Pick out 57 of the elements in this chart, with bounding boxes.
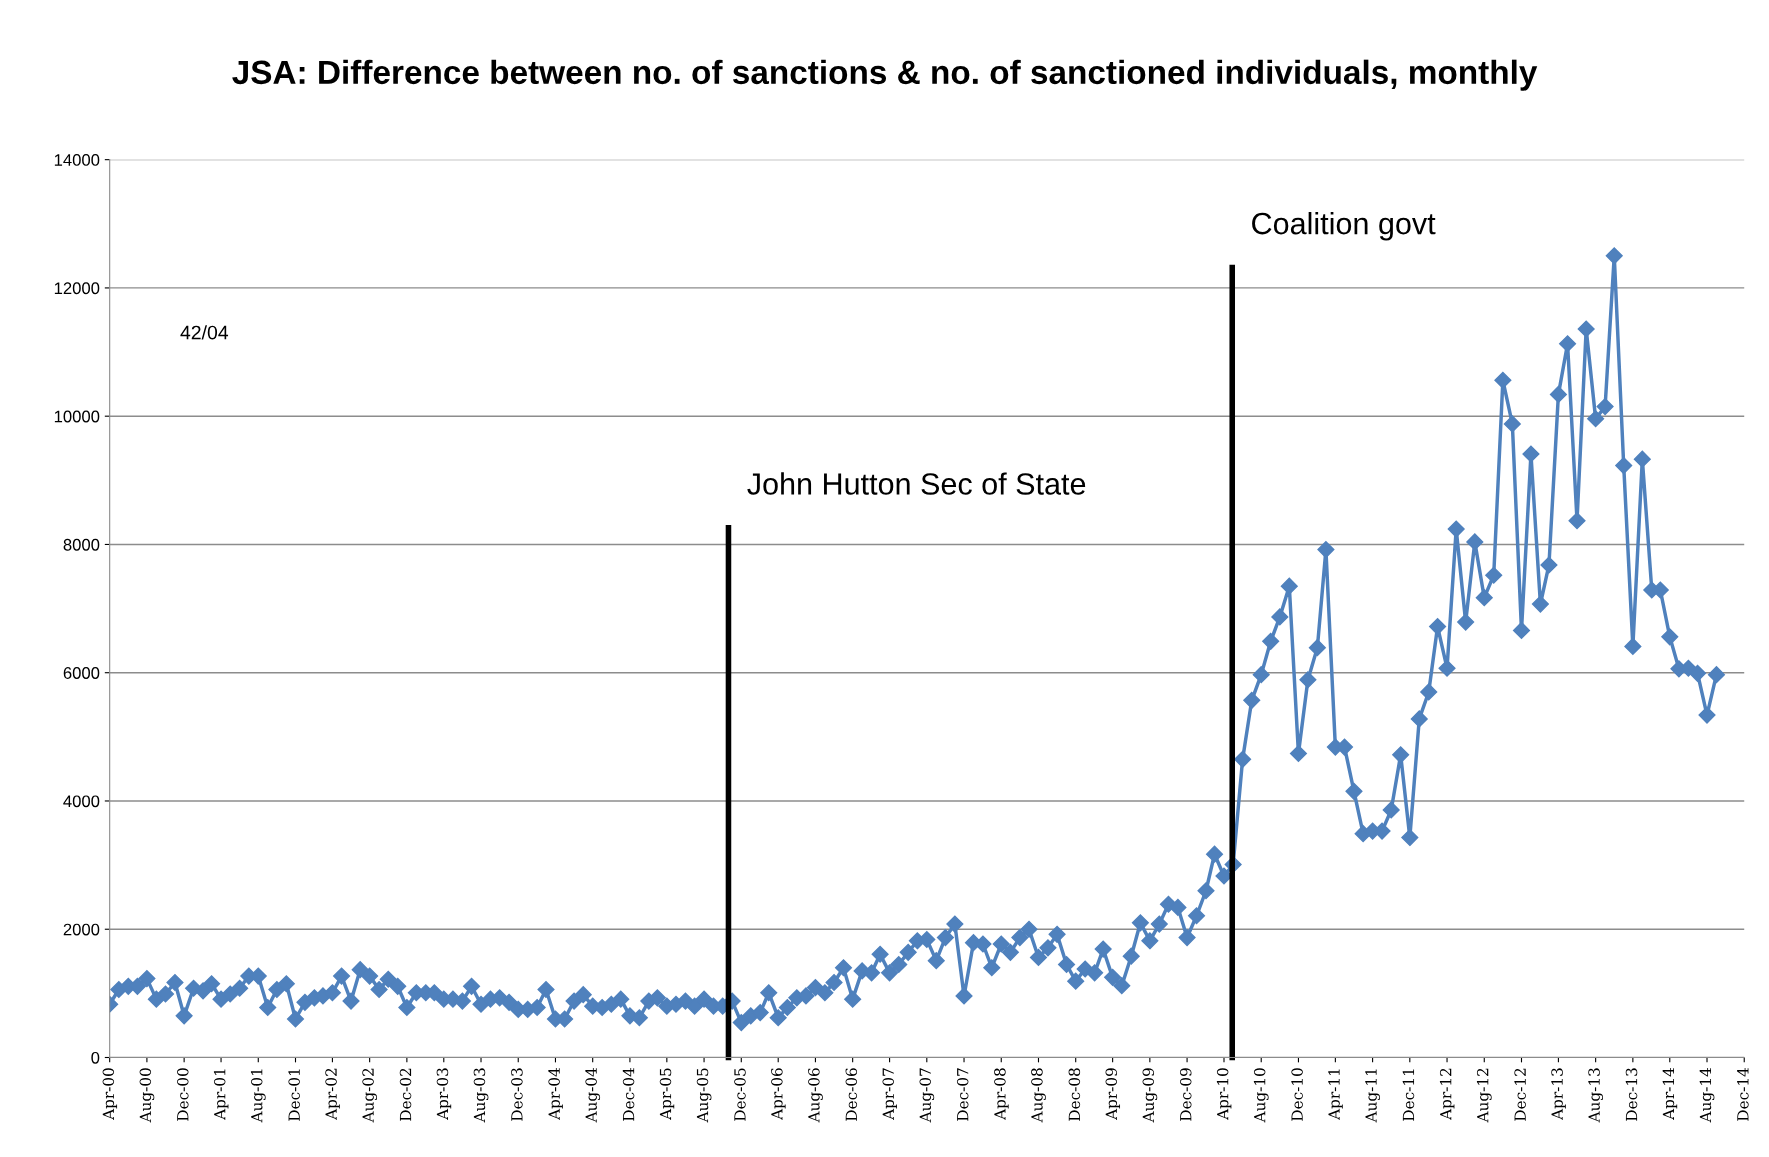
x-tick-label: Aug-04 <box>585 1067 601 1123</box>
y-tick-label: 12000 <box>54 282 100 295</box>
x-tick-label: Apr-06 <box>771 1068 786 1121</box>
x-tick-label: Aug-12 <box>1476 1068 1492 1123</box>
x-tick-label: Dec-07 <box>956 1068 969 1121</box>
x-tick-label: Apr-04 <box>548 1067 563 1121</box>
x-tick-label: Apr-01 <box>213 1069 229 1121</box>
x-tick-label: Apr-13 <box>1551 1068 1566 1121</box>
x-tick-label: Apr-02 <box>325 1068 340 1121</box>
x-tick-label: Dec-13 <box>1625 1068 1638 1121</box>
x-tick-label: Apr-09 <box>1105 1068 1121 1121</box>
x-tick-label: Aug-13 <box>1588 1068 1604 1123</box>
x-tick-label: Dec-01 <box>288 1069 300 1121</box>
x-tick-label: Dec-06 <box>845 1068 858 1121</box>
x-tick-label: Aug-06 <box>808 1068 823 1123</box>
x-tick-label: Aug-02 <box>362 1068 378 1123</box>
chart-title: JSA: Difference between no. of sanctions & no. of sanctioned individuals, monthly <box>232 59 1538 91</box>
x-tick-label: Apr-11 <box>1328 1069 1343 1121</box>
x-tick-label: Aug-03 <box>473 1068 489 1123</box>
ref-line-label: John Hutton Sec of State <box>747 472 1086 495</box>
y-tick-label: 4000 <box>63 795 100 808</box>
x-tick-label: Dec-00 <box>177 1068 189 1121</box>
x-tick-label: Aug-07 <box>919 1068 935 1123</box>
x-tick-label: Apr-12 <box>1439 1068 1455 1121</box>
x-tick-label: Aug-08 <box>1031 1068 1046 1123</box>
x-tick-label: Aug-01 <box>250 1069 266 1123</box>
y-tick-label: 0 <box>91 1051 100 1064</box>
y-tick-label: 2000 <box>63 923 100 936</box>
x-tick-label: Dec-12 <box>1514 1068 1526 1121</box>
x-tick-label: Apr-14 <box>1662 1067 1678 1121</box>
annotation: 42/04 <box>180 325 229 340</box>
x-tick-label: Apr-05 <box>659 1068 675 1121</box>
y-tick-label: 8000 <box>63 538 100 551</box>
y-tick-label: 14000 <box>54 154 100 166</box>
x-tick-label: Aug-09 <box>1142 1068 1158 1123</box>
x-tick-label: Aug-05 <box>696 1068 712 1123</box>
x-tick-label: Apr-07 <box>882 1068 897 1121</box>
x-tick-label: Dec-11 <box>1402 1069 1415 1121</box>
ref-line-label: Coalition govt <box>1252 211 1436 241</box>
x-tick-label: Apr-10 <box>1216 1068 1232 1121</box>
x-tick-label: Dec-08 <box>1068 1068 1081 1121</box>
x-tick-label: Apr-08 <box>994 1068 1009 1121</box>
x-tick-label: Aug-14 <box>1699 1067 1715 1123</box>
y-tick-label: 10000 <box>54 410 100 423</box>
x-tick-label: Dec-10 <box>1291 1068 1303 1121</box>
x-tick-label: Dec-05 <box>734 1068 746 1121</box>
y-tick-label: 6000 <box>63 667 100 679</box>
x-tick-label: Aug-10 <box>1253 1068 1269 1123</box>
x-tick-label: Aug-11 <box>1365 1069 1380 1123</box>
x-tick-label: Apr-03 <box>436 1068 452 1121</box>
x-tick-label: Dec-14 <box>1737 1067 1749 1121</box>
x-tick-label: Dec-04 <box>622 1067 635 1121</box>
x-tick-label: Dec-09 <box>1179 1068 1192 1121</box>
x-tick-label: Dec-03 <box>511 1068 523 1121</box>
x-tick-label: Dec-02 <box>399 1068 412 1121</box>
x-tick-label: Apr-00 <box>102 1068 118 1121</box>
x-tick-label: Aug-00 <box>139 1068 155 1123</box>
